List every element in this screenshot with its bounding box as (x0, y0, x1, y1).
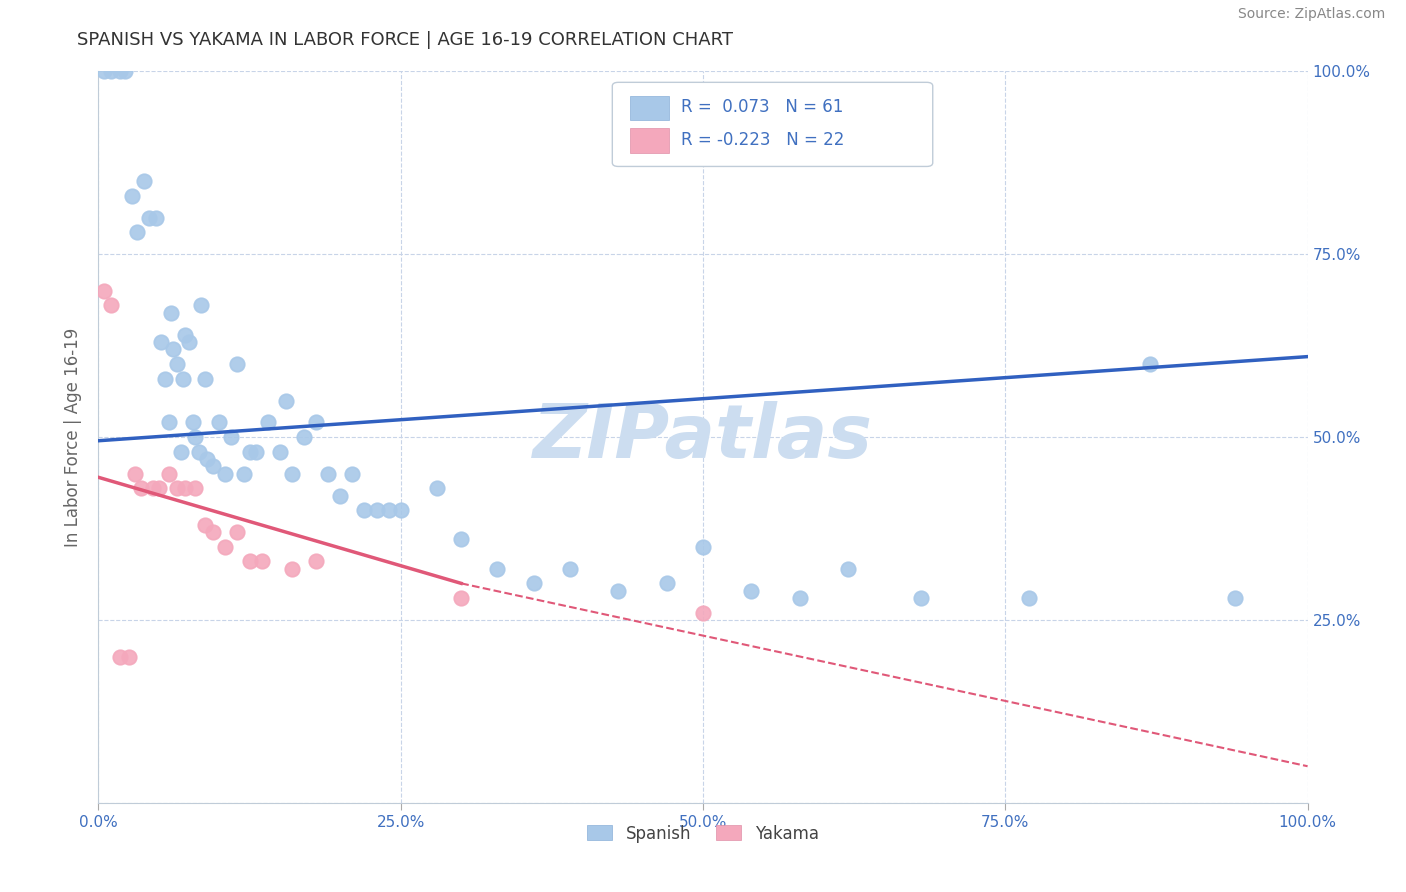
Point (226, 357, 249, 371)
Point (366, 503, 388, 517)
Point (274, 393, 297, 408)
Point (607, 583, 630, 598)
FancyBboxPatch shape (613, 82, 932, 167)
FancyBboxPatch shape (630, 96, 669, 120)
Point (153, 371, 176, 385)
Point (214, 467, 236, 481)
Y-axis label: In Labor Force | Age 16-19: In Labor Force | Age 16-19 (65, 327, 83, 547)
Point (187, 444, 209, 458)
Point (305, 554, 328, 568)
Point (239, 554, 262, 568)
Point (157, 416, 180, 430)
Point (174, 327, 197, 342)
Point (181, 416, 204, 430)
Point (93, 284, 115, 298)
Text: R = -0.223   N = 22: R = -0.223 N = 22 (682, 131, 845, 149)
Point (134, 174, 156, 188)
Point (389, 503, 412, 517)
Point (179, 334, 201, 349)
Point (740, 583, 762, 598)
Point (692, 540, 714, 554)
Point (837, 562, 859, 576)
Point (226, 525, 249, 540)
Point (292, 430, 315, 444)
Point (239, 444, 262, 458)
Point (214, 540, 236, 554)
Point (377, 503, 399, 517)
Point (169, 444, 191, 458)
Point (558, 562, 581, 576)
Point (172, 371, 194, 385)
Point (100, 64, 122, 78)
Point (194, 517, 217, 532)
Point (245, 444, 267, 458)
Point (142, 481, 165, 495)
Point (232, 467, 254, 481)
Point (269, 444, 291, 458)
Point (450, 591, 472, 605)
Point (174, 481, 197, 495)
Point (655, 576, 678, 591)
Point (100, 298, 122, 312)
Point (121, 188, 143, 202)
Point (256, 416, 278, 430)
Point (523, 576, 546, 591)
Point (148, 481, 170, 495)
Legend: Spanish, Yakama: Spanish, Yakama (581, 818, 825, 849)
Point (305, 416, 328, 430)
Point (194, 371, 217, 385)
Point (195, 452, 218, 467)
Point (910, 591, 932, 605)
Point (184, 481, 207, 495)
Point (157, 467, 180, 481)
Point (486, 562, 509, 576)
Point (281, 562, 304, 576)
Point (329, 489, 352, 503)
Point (1018, 591, 1040, 605)
Text: Source: ZipAtlas.com: Source: ZipAtlas.com (1237, 7, 1385, 21)
Text: ZIPatlas: ZIPatlas (533, 401, 873, 474)
Point (342, 467, 364, 481)
Point (166, 481, 188, 495)
Point (426, 481, 449, 495)
Point (1139, 357, 1161, 371)
Point (160, 306, 183, 320)
Point (145, 211, 167, 225)
Point (108, 64, 131, 78)
Point (281, 467, 304, 481)
Point (166, 357, 188, 371)
Point (789, 591, 811, 605)
Point (114, 64, 136, 78)
FancyBboxPatch shape (630, 128, 669, 153)
Point (127, 225, 149, 239)
Point (202, 459, 225, 474)
Point (202, 525, 225, 540)
Point (138, 211, 160, 225)
Point (1223, 591, 1246, 605)
Point (450, 533, 472, 547)
Point (129, 481, 152, 495)
Point (150, 334, 173, 349)
Point (108, 649, 131, 664)
Point (250, 554, 273, 568)
Point (353, 503, 375, 517)
Point (208, 416, 231, 430)
Point (93, 64, 115, 78)
Point (162, 343, 184, 357)
Point (316, 467, 339, 481)
Text: SPANISH VS YAKAMA IN LABOR FORCE | AGE 16-19 CORRELATION CHART: SPANISH VS YAKAMA IN LABOR FORCE | AGE 1… (77, 31, 734, 49)
Point (692, 606, 714, 620)
Point (124, 467, 146, 481)
Point (221, 430, 243, 444)
Text: R =  0.073   N = 61: R = 0.073 N = 61 (682, 98, 844, 116)
Point (118, 649, 141, 664)
Point (184, 430, 207, 444)
Point (190, 298, 212, 312)
